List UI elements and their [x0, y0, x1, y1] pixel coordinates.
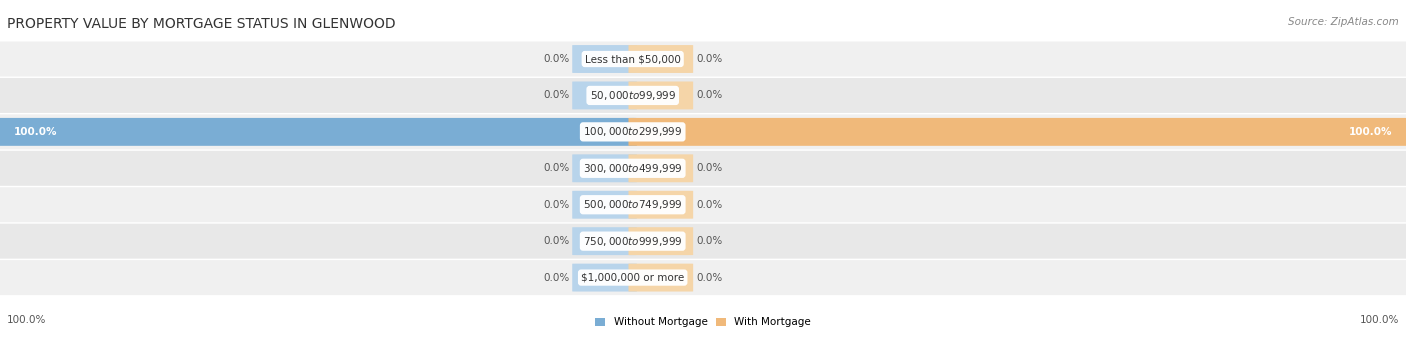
Text: 100.0%: 100.0%	[14, 127, 58, 137]
FancyBboxPatch shape	[572, 45, 637, 73]
FancyBboxPatch shape	[0, 260, 1406, 295]
FancyBboxPatch shape	[572, 82, 637, 109]
Text: 0.0%: 0.0%	[696, 163, 723, 173]
FancyBboxPatch shape	[0, 224, 1406, 259]
FancyBboxPatch shape	[628, 82, 693, 109]
Text: 0.0%: 0.0%	[543, 54, 569, 64]
Text: $750,000 to $999,999: $750,000 to $999,999	[583, 235, 682, 248]
Text: 100.0%: 100.0%	[7, 314, 46, 325]
FancyBboxPatch shape	[572, 191, 637, 219]
Text: $500,000 to $749,999: $500,000 to $749,999	[583, 198, 682, 211]
Text: Source: ZipAtlas.com: Source: ZipAtlas.com	[1288, 17, 1399, 27]
FancyBboxPatch shape	[628, 191, 693, 219]
Text: 0.0%: 0.0%	[543, 163, 569, 173]
Text: 0.0%: 0.0%	[696, 273, 723, 283]
FancyBboxPatch shape	[628, 45, 693, 73]
Text: 0.0%: 0.0%	[696, 90, 723, 100]
Text: $100,000 to $299,999: $100,000 to $299,999	[583, 125, 682, 138]
FancyBboxPatch shape	[0, 114, 1406, 149]
FancyBboxPatch shape	[572, 264, 637, 291]
FancyBboxPatch shape	[0, 151, 1406, 186]
Text: $50,000 to $99,999: $50,000 to $99,999	[589, 89, 676, 102]
Text: 0.0%: 0.0%	[543, 273, 569, 283]
Text: 0.0%: 0.0%	[696, 236, 723, 246]
Text: 100.0%: 100.0%	[1348, 127, 1392, 137]
FancyBboxPatch shape	[628, 227, 693, 255]
Text: $1,000,000 or more: $1,000,000 or more	[581, 273, 685, 283]
FancyBboxPatch shape	[628, 118, 1406, 146]
Text: 100.0%: 100.0%	[1360, 314, 1399, 325]
FancyBboxPatch shape	[572, 227, 637, 255]
Text: 0.0%: 0.0%	[696, 200, 723, 210]
Text: PROPERTY VALUE BY MORTGAGE STATUS IN GLENWOOD: PROPERTY VALUE BY MORTGAGE STATUS IN GLE…	[7, 17, 395, 31]
FancyBboxPatch shape	[0, 187, 1406, 222]
Text: 0.0%: 0.0%	[696, 54, 723, 64]
FancyBboxPatch shape	[572, 154, 637, 182]
Text: $300,000 to $499,999: $300,000 to $499,999	[583, 162, 682, 175]
FancyBboxPatch shape	[0, 78, 1406, 113]
Text: 0.0%: 0.0%	[543, 200, 569, 210]
FancyBboxPatch shape	[628, 264, 693, 291]
FancyBboxPatch shape	[0, 41, 1406, 76]
Text: 0.0%: 0.0%	[543, 236, 569, 246]
Text: 0.0%: 0.0%	[543, 90, 569, 100]
Legend: Without Mortgage, With Mortgage: Without Mortgage, With Mortgage	[591, 313, 815, 331]
Text: Less than $50,000: Less than $50,000	[585, 54, 681, 64]
FancyBboxPatch shape	[0, 118, 637, 146]
FancyBboxPatch shape	[628, 154, 693, 182]
